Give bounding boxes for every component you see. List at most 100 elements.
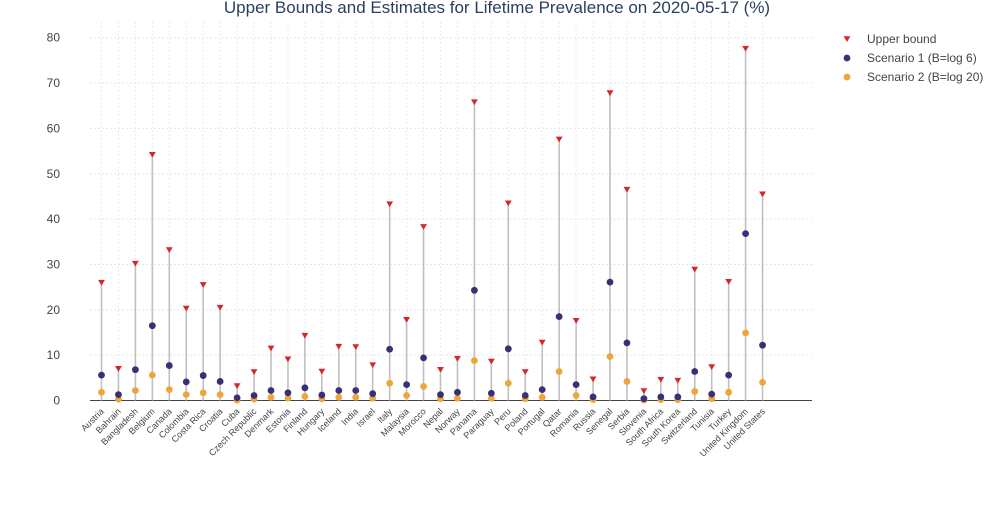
- scenario-2-point[interactable]: [148, 371, 156, 379]
- upper-bound-marker[interactable]: [708, 364, 716, 371]
- scenario-1-point[interactable]: [454, 388, 461, 396]
- scenario-2-point[interactable]: [403, 392, 410, 399]
- upper-bound-marker[interactable]: [691, 266, 699, 273]
- legend[interactable]: Upper bound Scenario 1 (B=log 6) Scenario …: [843, 32, 984, 84]
- scenario-2-point[interactable]: [454, 394, 461, 402]
- scenario-1-point[interactable]: [691, 368, 699, 375]
- scenario-1-point[interactable]: [674, 393, 682, 401]
- scenario-1-point[interactable]: [369, 390, 377, 398]
- upper-bound-marker[interactable]: [165, 247, 173, 253]
- scenario-1-point[interactable]: [352, 387, 360, 394]
- upper-bound-marker[interactable]: [216, 304, 224, 311]
- scenario-1-point[interactable]: [640, 395, 648, 403]
- scenario-2-point[interactable]: [386, 379, 394, 387]
- legend-label[interactable]: Scenario 1 (B=log 6): [867, 51, 977, 65]
- upper-bound-marker[interactable]: [538, 339, 546, 346]
- scenario-1-point[interactable]: [267, 387, 275, 394]
- scenario-2-point[interactable]: [691, 388, 699, 395]
- scenario-1-point[interactable]: [487, 389, 495, 397]
- upper-bound-marker[interactable]: [420, 224, 427, 230]
- scenario-2-point[interactable]: [335, 393, 343, 401]
- scenario-1-point[interactable]: [182, 378, 190, 386]
- scenario-1-point[interactable]: [657, 393, 665, 401]
- upper-bound-marker[interactable]: [487, 358, 495, 365]
- scenario-1-point[interactable]: [403, 381, 410, 389]
- upper-bound-marker[interactable]: [115, 366, 122, 372]
- scenario-1-point[interactable]: [233, 394, 241, 402]
- upper-bound-marker[interactable]: [521, 369, 529, 375]
- upper-bound-marker[interactable]: [640, 388, 648, 395]
- scenario-2-point[interactable]: [487, 394, 495, 402]
- scenario-2-point[interactable]: [725, 388, 733, 396]
- scenario-2-point[interactable]: [216, 391, 224, 399]
- scenario-1-point[interactable]: [216, 378, 224, 385]
- upper-bound-marker[interactable]: [589, 376, 597, 383]
- scenario-1-point[interactable]: [606, 278, 614, 286]
- scenario-2-point[interactable]: [420, 383, 427, 390]
- upper-bound-marker[interactable]: [742, 45, 749, 52]
- scenario-1-point[interactable]: [386, 345, 394, 353]
- upper-bound-marker[interactable]: [182, 305, 190, 312]
- scenario-2-point[interactable]: [623, 378, 631, 385]
- scenario-2-point[interactable]: [471, 357, 478, 364]
- scenario-2-point[interactable]: [132, 387, 139, 394]
- scenario-2-point[interactable]: [182, 391, 190, 399]
- scenario-1-point[interactable]: [555, 313, 563, 321]
- scenario-1-point[interactable]: [284, 389, 292, 397]
- upper-bound-marker[interactable]: [454, 356, 461, 362]
- upper-bound-marker[interactable]: [504, 200, 512, 207]
- scenario-2-point[interactable]: [352, 393, 360, 401]
- scenario-1-point[interactable]: [437, 391, 444, 399]
- scenario-1-point[interactable]: [504, 345, 512, 353]
- upper-bound-marker[interactable]: [386, 201, 394, 208]
- scenario-2-point[interactable]: [504, 379, 512, 387]
- scenario-2-point[interactable]: [742, 329, 749, 337]
- scenario-1-point[interactable]: [742, 230, 749, 238]
- scenario-1-point[interactable]: [318, 391, 326, 399]
- scenario-2-point[interactable]: [759, 378, 766, 386]
- scenario-1-point[interactable]: [98, 371, 105, 379]
- scenario-1-point[interactable]: [132, 366, 139, 374]
- upper-bound-marker[interactable]: [267, 345, 275, 352]
- upper-bound-marker[interactable]: [403, 317, 410, 323]
- legend-symbol[interactable]: [843, 36, 851, 43]
- upper-bound-marker[interactable]: [471, 99, 478, 106]
- upper-bound-marker[interactable]: [301, 332, 309, 339]
- scenario-1-point[interactable]: [250, 392, 258, 399]
- scenario-1-point[interactable]: [335, 387, 343, 394]
- scenario-1-point[interactable]: [572, 381, 580, 389]
- scenario-2-point[interactable]: [165, 386, 173, 394]
- scenario-2-point[interactable]: [98, 388, 105, 396]
- upper-bound-marker[interactable]: [284, 356, 292, 363]
- legend-symbol[interactable]: [843, 54, 851, 62]
- upper-bound-marker[interactable]: [148, 151, 156, 158]
- scenario-1-point[interactable]: [623, 339, 631, 347]
- upper-bound-marker[interactable]: [335, 343, 343, 350]
- upper-bound-marker[interactable]: [725, 278, 733, 285]
- scenario-1-point[interactable]: [725, 371, 733, 379]
- scenario-1-point[interactable]: [148, 322, 156, 330]
- upper-bound-marker[interactable]: [132, 260, 139, 267]
- scenario-1-point[interactable]: [589, 393, 597, 401]
- upper-bound-marker[interactable]: [623, 186, 631, 193]
- scenario-1-point[interactable]: [471, 286, 478, 294]
- upper-bound-marker[interactable]: [572, 317, 580, 324]
- scenario-1-point[interactable]: [420, 354, 427, 362]
- legend-label[interactable]: Scenario 2 (B=log 20): [867, 70, 983, 84]
- scenario-2-point[interactable]: [606, 353, 614, 360]
- upper-bound-marker[interactable]: [352, 344, 360, 351]
- scenario-1-point[interactable]: [708, 390, 716, 398]
- upper-bound-marker[interactable]: [369, 362, 377, 369]
- scenario-2-point[interactable]: [301, 393, 309, 400]
- upper-bound-marker[interactable]: [555, 136, 563, 143]
- scenario-1-point[interactable]: [301, 384, 309, 392]
- legend-symbol[interactable]: [843, 73, 851, 81]
- scenario-1-point[interactable]: [759, 341, 766, 349]
- upper-bound-marker[interactable]: [199, 282, 207, 288]
- scenario-1-point[interactable]: [165, 362, 173, 369]
- scenario-1-point[interactable]: [538, 386, 546, 394]
- upper-bound-marker[interactable]: [233, 383, 241, 390]
- scenario-2-point[interactable]: [284, 394, 292, 402]
- upper-bound-marker[interactable]: [759, 191, 766, 198]
- scenario-1-point[interactable]: [199, 372, 207, 379]
